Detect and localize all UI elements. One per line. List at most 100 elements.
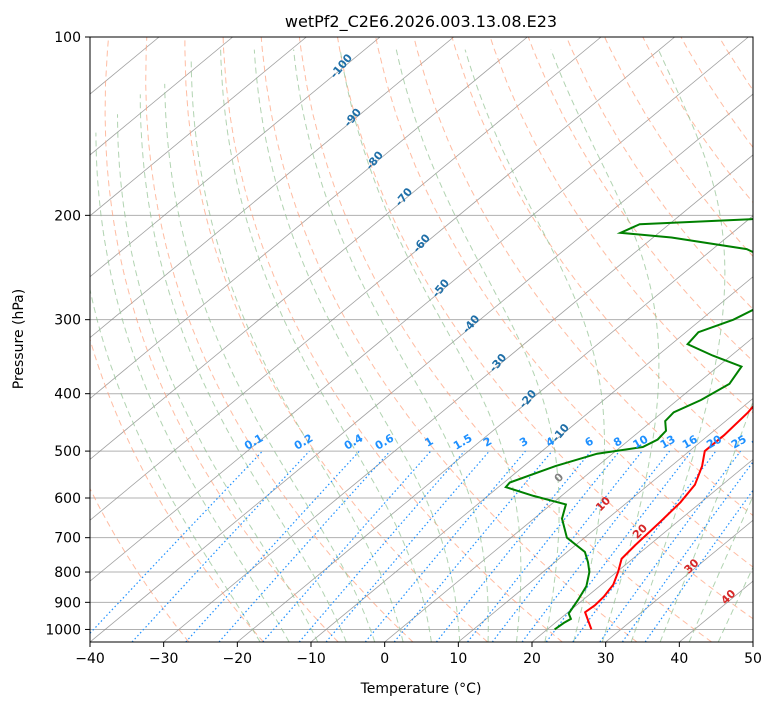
moist-adiabat-line <box>688 495 753 642</box>
background-lines <box>0 37 775 642</box>
isotherm-label: -20 <box>517 387 540 411</box>
x-tick-label: 40 <box>670 651 688 667</box>
dry-adiabat-line <box>90 487 190 642</box>
isotherm-line <box>90 37 602 460</box>
mixing-ratio-line <box>393 450 553 642</box>
isotherm-line <box>90 37 307 217</box>
y-tick-label: 1000 <box>45 622 81 638</box>
y-tick-label: 800 <box>54 565 81 581</box>
isotherm-line <box>752 641 753 642</box>
mixing-ratio-line <box>572 450 717 642</box>
dry-adiabat-line <box>260 37 638 642</box>
isotherm-label: -40 <box>460 312 483 336</box>
isotherm-line <box>90 37 675 521</box>
dry-adiabat-line <box>757 37 775 642</box>
isotherm-line <box>458 397 753 642</box>
moist-adiabat-line <box>220 49 432 642</box>
mixing-ratio-line <box>185 450 360 642</box>
isotherm-label: -70 <box>392 185 415 209</box>
y-tick-label: 900 <box>54 595 81 611</box>
mixing-ratio-label: 30 <box>749 432 769 451</box>
moist-adiabat-line <box>464 49 605 642</box>
x-tick-label: 0 <box>380 651 389 667</box>
isotherm-line <box>163 154 753 642</box>
dry-adiabat-line <box>222 37 563 642</box>
y-axis: 100 200 300 400 500 600 700 800 900 1000 <box>45 30 90 638</box>
dry-adiabat-line <box>375 37 753 568</box>
mixing-ratio-line <box>644 489 753 642</box>
isotherm-label: -90 <box>341 106 364 130</box>
isotherm-label: -30 <box>487 351 510 375</box>
moist-adiabat-line <box>630 49 726 642</box>
y-tick-label: 600 <box>54 491 81 507</box>
moist-adiabat-line <box>395 49 560 642</box>
mixing-ratio-label: 3 <box>517 435 530 450</box>
x-tick-label: −10 <box>296 651 326 667</box>
dry-adiabat-line <box>298 37 712 642</box>
moist-adiabat-line <box>90 287 261 642</box>
moist-adiabat-line <box>164 83 376 642</box>
moist-adiabat-line <box>339 49 522 642</box>
dry-adiabat-label: 10 <box>593 494 613 514</box>
y-tick-label: 300 <box>54 313 81 329</box>
x-tick-label: −40 <box>75 651 105 667</box>
background-labels: 0.1 0.2 0.4 0.6 1 1.5 2 3 4 6 8 10 13 16 20 25 30 36-100-… <box>242 51 769 607</box>
x-tick-label: −30 <box>149 651 179 667</box>
isotherm-label: -80 <box>363 148 386 172</box>
isotherm-label: -100 <box>327 51 355 81</box>
mixing-ratio-label: 25 <box>729 433 749 452</box>
dry-adiabat-label: 30 <box>682 556 702 576</box>
isotherm-line <box>90 37 233 156</box>
mixing-ratio-label: 16 <box>680 432 700 451</box>
dewpoint-line <box>504 218 753 631</box>
isotherm-line <box>90 37 749 582</box>
dry-adiabat-line <box>337 37 753 620</box>
y-tick-label: 700 <box>54 531 81 547</box>
dry-adiabat-line <box>184 37 488 642</box>
dry-adiabat-line <box>718 37 753 91</box>
isotherm-line <box>237 215 753 642</box>
moist-adiabat-line <box>117 114 319 642</box>
dry-adiabat-line <box>104 37 339 642</box>
dry-adiabat-line <box>642 37 753 204</box>
x-axis: −40 −30 −20 −10 0 10 20 30 40 50 <box>75 642 762 667</box>
y-tick-label: 500 <box>54 444 81 460</box>
plot-frame <box>89 36 754 643</box>
mixing-ratio-line <box>364 450 526 642</box>
y-axis-label: Pressure (hPa) <box>11 289 27 389</box>
mixing-ratio-line <box>545 450 693 642</box>
mixing-ratio-line <box>521 450 671 642</box>
isotherm-line <box>90 37 454 339</box>
mixing-ratio-label: 6 <box>583 434 596 449</box>
moist-adiabat-line <box>95 132 290 642</box>
dry-adiabat-line <box>680 37 753 149</box>
isotherm-line <box>90 93 753 642</box>
isotherm-label: -50 <box>429 276 452 300</box>
y-tick-label: 200 <box>54 208 81 224</box>
mixing-ratio-line <box>325 450 490 642</box>
moist-adiabat-line <box>659 399 753 642</box>
x-tick-label: −20 <box>223 651 253 667</box>
x-tick-label: 20 <box>523 651 541 667</box>
mixing-ratio-line <box>218 450 391 642</box>
mixing-ratio-line <box>131 450 310 642</box>
moist-adiabat-line <box>190 61 404 642</box>
mixing-ratio-label: 0.1 <box>242 432 265 453</box>
isotherm-line <box>531 458 753 642</box>
y-tick-label: 100 <box>54 30 81 46</box>
isotherm-line <box>384 337 753 642</box>
isotherm-line <box>90 37 528 399</box>
dry-adiabat-line <box>489 37 753 414</box>
moist-adiabat-line <box>550 49 660 642</box>
moist-adiabat-line <box>139 94 347 642</box>
dry-adiabat-line <box>413 37 753 517</box>
mixing-ratio-line <box>435 450 592 642</box>
mixing-ratio-line <box>599 450 742 642</box>
mixing-ratio-line <box>298 450 465 642</box>
isotherm-label: -60 <box>410 231 433 255</box>
mixing-ratio-line <box>467 450 620 642</box>
moist-adiabat-line <box>253 49 461 642</box>
isotherm-line <box>0 37 12 642</box>
dry-adiabat-line <box>451 37 753 465</box>
